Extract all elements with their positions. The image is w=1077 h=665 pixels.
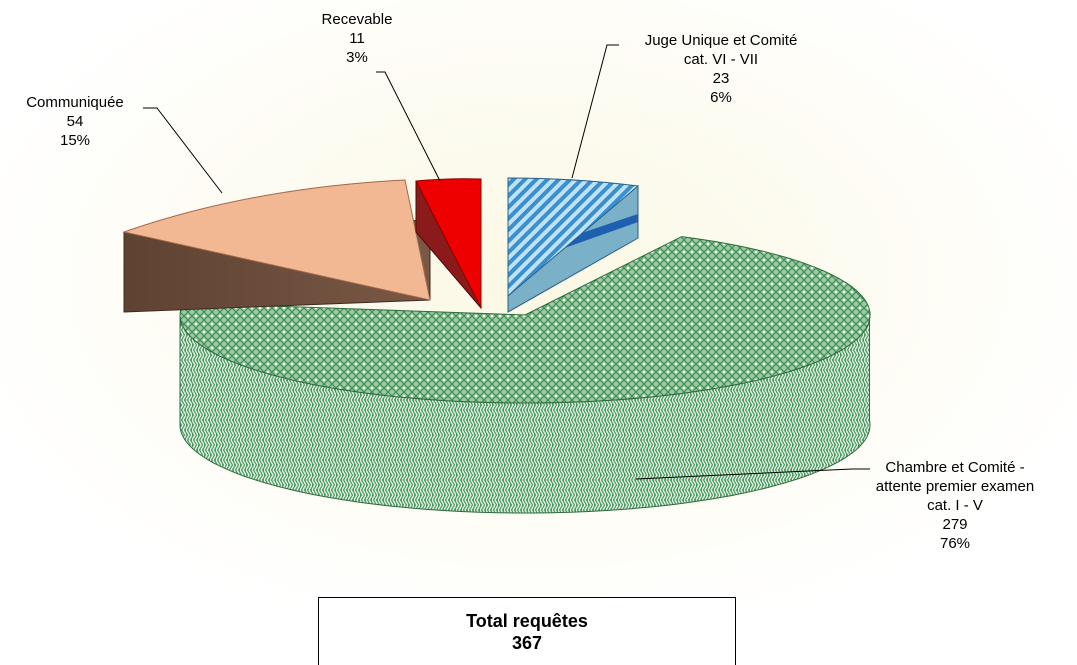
label-chambre-line: attente premier examen (876, 478, 1034, 495)
label-communiquee-line: 15% (60, 132, 90, 149)
label-chambre-line: 76% (940, 535, 970, 552)
slice-chambre-top (179, 236, 871, 404)
leader-recevable (376, 71, 441, 182)
leader-lines-group (143, 44, 870, 480)
leader-chambre (635, 468, 870, 480)
label-juge-line: 23 (713, 70, 730, 87)
total-label: Total requêtes (466, 611, 588, 631)
label-juge-line: Juge Unique et Comité (645, 32, 798, 49)
label-chambre-line: Chambre et Comité - (885, 459, 1024, 476)
slice-juge-top (507, 177, 640, 298)
label-recevable: Recevable 11 3% (322, 11, 393, 66)
label-recevable-line: Recevable (322, 11, 393, 28)
total-box: Total requêtes 367 (318, 597, 736, 665)
label-communiquee-line: 54 (67, 113, 84, 130)
label-recevable-line: 11 (349, 30, 365, 47)
total-value: 367 (511, 633, 543, 653)
slice-recevable-top (415, 178, 482, 309)
label-juge-line: cat. VI - VII (684, 51, 758, 68)
leader-juge (571, 44, 619, 179)
label-juge-line: 6% (710, 89, 732, 106)
slices-group (122, 177, 871, 514)
label-communiquee: Communiquée 54 15% (26, 94, 124, 149)
label-chambre-line: 279 (942, 516, 967, 533)
label-communiquee-line: Communiquée (26, 94, 124, 111)
slice-communiquee-top (122, 179, 431, 301)
label-chambre-line: cat. I - V (927, 497, 983, 514)
label-recevable-line: 3% (346, 49, 368, 66)
labels-group: Chambre et Comité - attente premier exame… (26, 11, 1034, 552)
label-juge: Juge Unique et Comité cat. VI - VII 23 6% (645, 32, 798, 106)
label-chambre: Chambre et Comité - attente premier exame… (876, 459, 1034, 552)
leader-communiquee (143, 107, 223, 194)
